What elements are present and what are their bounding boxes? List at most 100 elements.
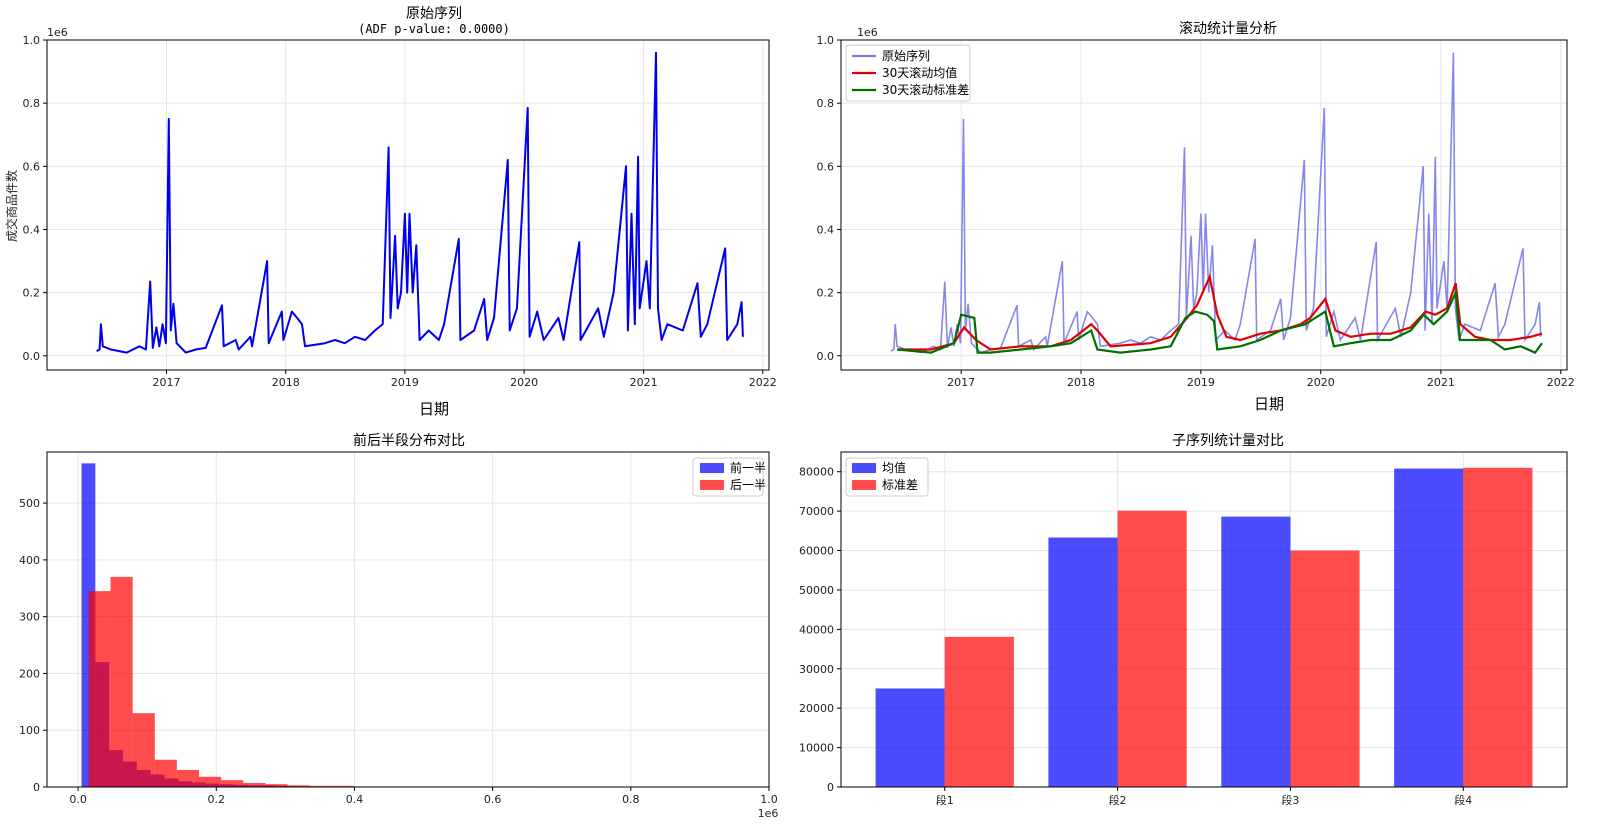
y-scale-label: 1e6 [857, 26, 878, 39]
histogram-bars [81, 463, 531, 787]
x-tick-label: 0.6 [484, 793, 502, 806]
category-label: 段3 [1281, 793, 1299, 807]
x-axis-label: 日期 [1254, 395, 1284, 413]
legend-entry: 标准差 [882, 478, 918, 492]
x-tick-label: 2019 [391, 376, 419, 389]
y-tick-label: 0.4 [23, 223, 41, 236]
x-tick-label: 2020 [1307, 376, 1335, 389]
y-scale-label: 1e6 [47, 26, 68, 39]
x-tick-label: 2018 [272, 376, 300, 389]
x-tick-label: 0.8 [622, 793, 640, 806]
x-tick-label: 2018 [1067, 376, 1095, 389]
bar-mean [875, 688, 945, 787]
series-marks [890, 52, 1543, 354]
y-tick-label: 70000 [799, 505, 834, 518]
x-axis: 段1 段2 段3 段4 [936, 787, 1472, 807]
plot-frame [46, 451, 770, 788]
chart-subtitle: (ADF p-value: 0.0000) [358, 22, 510, 36]
y-tick-label: 0.0 [23, 350, 41, 363]
x-tick-label: 0.0 [69, 793, 87, 806]
y-tick-label: 40000 [799, 623, 834, 636]
x-tick-label: 1.0 [760, 793, 778, 806]
y-tick-label: 0.8 [817, 97, 835, 110]
series-line-original [96, 51, 744, 354]
x-tick-label: 2020 [510, 376, 538, 389]
series-marks [96, 51, 744, 354]
y-tick-label: 20000 [799, 702, 834, 715]
bar-std [1290, 550, 1360, 787]
category-label: 段4 [1454, 793, 1472, 807]
histogram-bar-second-half [88, 591, 111, 787]
x-tick-label: 2022 [1547, 376, 1575, 389]
legend-box [845, 44, 971, 102]
y-axis-label: 成交商品件数 [4, 170, 19, 242]
bar-mean [1221, 516, 1291, 787]
legend-entry: 30天滚动均值 [882, 65, 957, 80]
bar-marks [875, 467, 1533, 787]
histogram-bar-second-half [132, 713, 155, 787]
category-label: 段1 [936, 793, 954, 807]
y-tick-label: 0.2 [23, 287, 41, 300]
plot-frame [840, 451, 1568, 788]
y-tick-label: 1.0 [817, 34, 835, 47]
x-scale-label: 1e6 [758, 807, 779, 820]
y-tick-label: 0.4 [817, 223, 835, 236]
y-tick-label: 0.6 [817, 160, 835, 173]
legend-entry: 均值 [882, 460, 906, 475]
chart-title: 滚动统计量分析 [1179, 20, 1277, 37]
panel-subsequence-statistics: 段1 段2 段3 段4 0 10000 20000 30000 40000 50000 60000… [799, 433, 1568, 807]
y-tick-label: 200 [19, 667, 40, 680]
grid [47, 452, 770, 788]
bar-mean [1394, 468, 1464, 787]
y-axis: 0 100 200 300 400 500 [19, 497, 47, 794]
y-tick-label: 0.2 [817, 287, 835, 300]
bar-mean [1048, 537, 1118, 787]
legend-entry: 30天滚动标准差 [882, 82, 969, 97]
series-line-rolling-mean [897, 273, 1543, 351]
y-tick-label: 100 [19, 724, 40, 737]
y-tick-label: 0.8 [23, 97, 41, 110]
chart-title: 子序列统计量对比 [1172, 433, 1284, 449]
y-axis: 0 10000 20000 30000 40000 50000 60000 70000 8000… [799, 466, 841, 794]
y-tick-label: 80000 [799, 466, 834, 479]
legend-swatch [852, 463, 876, 473]
panel-rolling-statistics: 2017 2018 2019 2020 2021 2022 0.0 0.2 0.4 0.6 0.8… [817, 20, 1575, 413]
histogram-bar-second-half [154, 759, 177, 787]
x-axis: 2017 2018 2019 2020 2021 2022 [153, 370, 777, 389]
y-tick-label: 0.0 [817, 350, 835, 363]
y-tick-label: 0 [33, 781, 40, 794]
y-tick-label: 10000 [799, 742, 834, 755]
panel-half-distribution: 0.0 0.2 0.4 0.6 0.8 1.0 0 100 200 300 400 500 前后半段… [19, 432, 778, 820]
legend-entry: 后一半 [730, 478, 766, 492]
x-axis: 0.0 0.2 0.4 0.6 0.8 1.0 [69, 787, 778, 806]
histogram-bar-second-half [265, 784, 288, 787]
y-tick-label: 500 [19, 497, 40, 510]
y-tick-label: 300 [19, 611, 40, 624]
chart-title: 前后半段分布对比 [353, 432, 465, 449]
y-axis: 0.0 0.2 0.4 0.6 0.8 1.0 [23, 34, 47, 363]
histogram-bar-second-half [221, 780, 244, 787]
y-tick-label: 60000 [799, 545, 834, 558]
legend-swatch [700, 480, 724, 490]
histogram-bar-second-half [243, 783, 266, 787]
x-tick-label: 0.4 [346, 793, 364, 806]
bar-std [1117, 510, 1187, 787]
histogram-bar-second-half [176, 769, 199, 787]
y-tick-label: 50000 [799, 584, 834, 597]
legend-swatch [700, 463, 724, 473]
legend-swatch [852, 480, 876, 490]
histogram-bar-second-half [110, 576, 133, 787]
x-axis: 2017 2018 2019 2020 2021 2022 [947, 370, 1575, 389]
y-tick-label: 0.6 [23, 160, 41, 173]
x-tick-label: 2019 [1187, 376, 1215, 389]
plot-frame [46, 39, 770, 371]
bar-std [944, 636, 1014, 787]
series-line-rolling-std [896, 288, 1543, 354]
plot-frame [840, 39, 1568, 371]
y-tick-label: 400 [19, 554, 40, 567]
x-tick-label: 2017 [153, 376, 181, 389]
legend-entry: 前一半 [730, 460, 766, 475]
